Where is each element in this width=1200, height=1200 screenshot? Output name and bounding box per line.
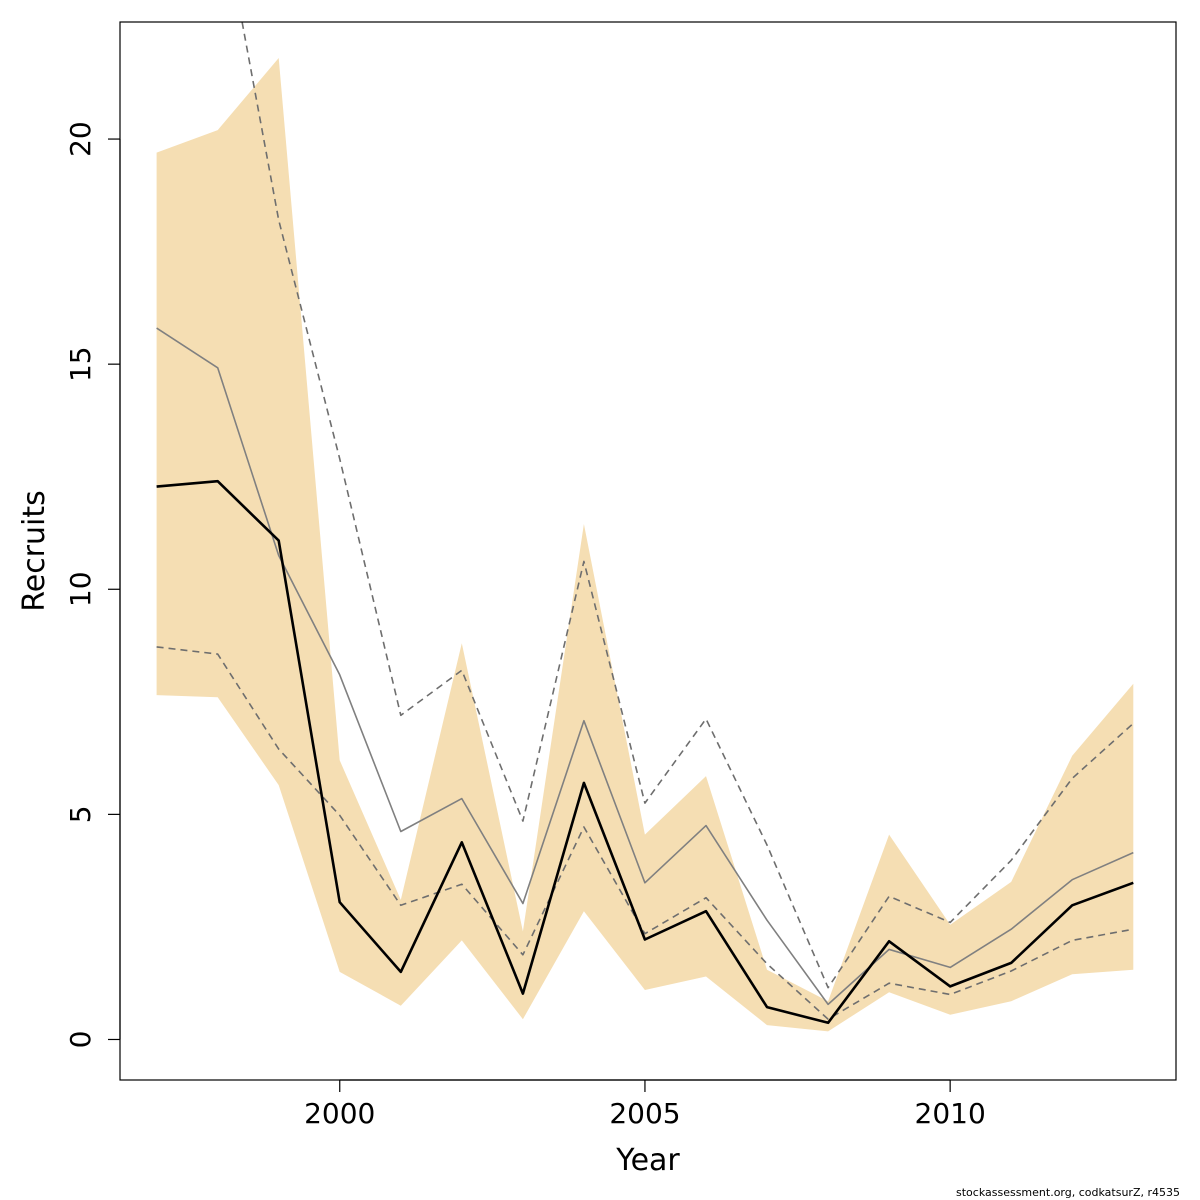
y-axis: 0 5 10 15 20 — [64, 121, 121, 1049]
credit-text: stockassessment.org, codkatsurZ, r4535 — [956, 1186, 1180, 1199]
y-tick-label: 0 — [64, 1031, 97, 1049]
series-lines-layer — [156, 22, 1134, 1025]
series-line-dashed-upper — [241, 22, 1134, 989]
series-line-estimate — [156, 479, 1134, 1025]
series-line-grey — [156, 327, 1134, 1006]
x-axis: 2000 2005 2010 — [304, 1079, 986, 1130]
y-tick-label: 10 — [64, 571, 97, 607]
x-tick-label: 2010 — [915, 1097, 986, 1130]
x-tick-label: 2005 — [609, 1097, 680, 1130]
confidence-band — [156, 58, 1134, 1032]
y-axis-title: Recruits — [17, 490, 52, 612]
x-axis-title: Year — [615, 1143, 680, 1178]
series-line-dashed-lower — [156, 646, 1134, 1020]
confidence-band-layer — [156, 58, 1134, 1032]
y-tick-label: 20 — [64, 121, 97, 157]
y-tick-label: 15 — [64, 346, 97, 382]
y-tick-label: 5 — [64, 805, 97, 823]
x-tick-label: 2000 — [304, 1097, 375, 1130]
